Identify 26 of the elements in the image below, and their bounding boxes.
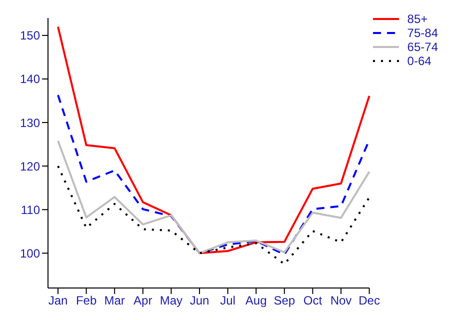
legend-label: 0-64 bbox=[407, 54, 432, 68]
x-tick-label: Feb bbox=[76, 294, 97, 308]
x-tick-label: Jul bbox=[220, 294, 236, 308]
y-tick-label: 150 bbox=[20, 28, 40, 43]
legend-label: 65-74 bbox=[407, 40, 438, 54]
x-tick-label: Jan bbox=[48, 294, 68, 308]
x-tick-label: Mar bbox=[104, 294, 125, 308]
x-tick-label: Oct bbox=[303, 294, 323, 308]
x-tick-label: Jun bbox=[190, 294, 210, 308]
x-tick-label: May bbox=[160, 294, 183, 308]
x-tick-label: Apr bbox=[134, 294, 152, 308]
y-tick-label: 100 bbox=[20, 246, 40, 260]
y-tick-label: 110 bbox=[20, 202, 40, 217]
legend-label: 85+ bbox=[407, 12, 428, 26]
y-tick-label: 120 bbox=[20, 159, 40, 174]
line-series bbox=[57, 26, 370, 254]
line-series bbox=[57, 94, 370, 256]
y-tick-label: 130 bbox=[20, 116, 40, 130]
x-tick-label: Sep bbox=[274, 294, 296, 308]
legend-label: 75-84 bbox=[407, 26, 438, 40]
y-tick-label: 140 bbox=[20, 72, 40, 86]
x-tick-label: Aug bbox=[245, 294, 267, 308]
line-series bbox=[57, 140, 370, 254]
line-series bbox=[57, 165, 370, 266]
x-tick-label: Dec bbox=[358, 294, 380, 308]
x-tick-label: Nov bbox=[330, 294, 352, 308]
